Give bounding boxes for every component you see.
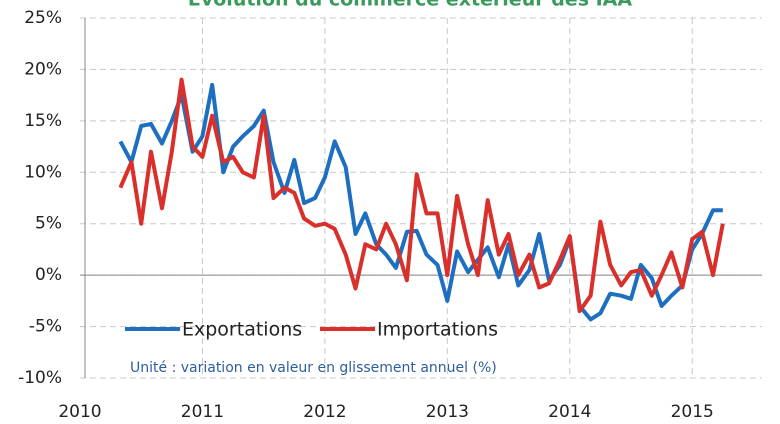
x-tick-label: 2012 <box>303 402 346 422</box>
x-tick-label: 2013 <box>426 402 469 422</box>
annotation: Unité : variation en valeur en glissemen… <box>130 360 497 376</box>
y-tick-label: 10% <box>24 162 62 182</box>
x-tick-label: 2010 <box>58 402 101 422</box>
y-tick-label: 25% <box>24 8 62 28</box>
y-tick-label: 0% <box>35 265 62 285</box>
x-tick-label: 2011 <box>181 402 224 422</box>
legend-label: Importations <box>377 319 498 341</box>
series-line <box>118 77 725 314</box>
y-tick-label: 15% <box>24 111 62 131</box>
y-tick-label: 20% <box>24 59 62 79</box>
legend-label: Exportations <box>182 319 302 341</box>
x-tick-label: 2015 <box>671 402 714 422</box>
y-tick-label: -10% <box>18 368 62 388</box>
y-tick-label: -5% <box>29 317 62 337</box>
x-tick-label: 2014 <box>548 402 591 422</box>
chart-title: Evolution du commerce extérieur des IAA <box>188 0 632 11</box>
y-tick-label: 5% <box>35 214 62 234</box>
